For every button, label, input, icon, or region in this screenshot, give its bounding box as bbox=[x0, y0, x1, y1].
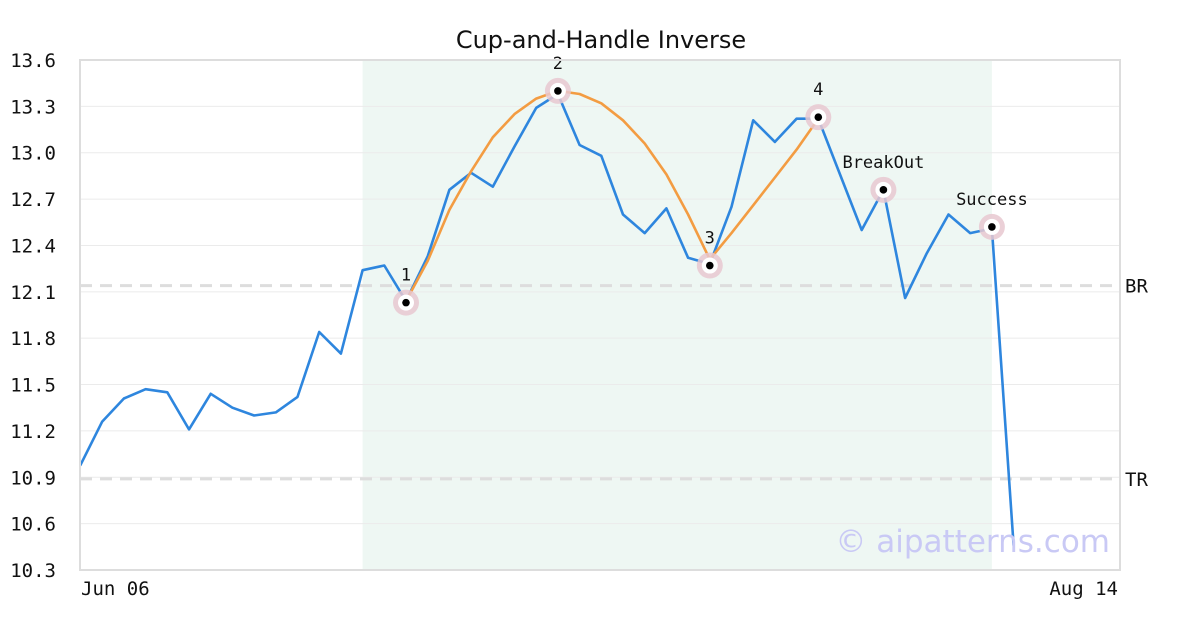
pattern-region bbox=[362, 60, 992, 570]
y-tick-label: 13.0 bbox=[10, 143, 56, 165]
point-marker-dot bbox=[706, 261, 714, 270]
y-tick-label: 11.5 bbox=[10, 375, 56, 397]
point-marker-dot bbox=[402, 298, 410, 307]
series-layer bbox=[79, 89, 1015, 547]
x-tick-label: Aug 14 bbox=[1049, 578, 1118, 600]
point-label: 2 bbox=[553, 54, 563, 74]
x-tick-label: Jun 06 bbox=[81, 578, 150, 600]
y-tick-label: 13.6 bbox=[10, 50, 56, 72]
axes-layer: 13.6 13.3 13.0 12.7 12.4 12.1 11.8 11.5 11.2 10.9… bbox=[10, 50, 1121, 600]
y-tick-label: 11.8 bbox=[10, 328, 56, 350]
y-tick-label: 11.2 bbox=[10, 421, 56, 443]
point-label: 4 bbox=[813, 80, 823, 100]
point-label: 3 bbox=[705, 229, 715, 249]
reference-line-label: BR bbox=[1125, 276, 1148, 298]
point-label: BreakOut bbox=[842, 153, 924, 173]
pattern-region-layer bbox=[362, 60, 992, 570]
reference-line-label: TR bbox=[1125, 469, 1148, 491]
chart-title: Cup-and-Handle Inverse bbox=[456, 26, 746, 54]
reference-line-layer: BR TR bbox=[80, 276, 1148, 491]
y-tick-label: 12.4 bbox=[10, 235, 56, 257]
point-marker-dot bbox=[988, 223, 996, 231]
y-tick-label: 10.3 bbox=[10, 560, 56, 582]
point-label: Success bbox=[956, 190, 1028, 210]
price-line bbox=[79, 92, 1015, 547]
y-tick-label: 10.6 bbox=[10, 514, 56, 536]
y-tick-label: 10.9 bbox=[10, 467, 56, 489]
y-tick-label: 12.7 bbox=[10, 189, 56, 211]
plot-frame bbox=[79, 59, 1121, 571]
watermark: © aipatterns.com bbox=[835, 524, 1110, 560]
y-tick-label: 12.1 bbox=[10, 282, 56, 304]
pattern-point-layer: 1 2 3 4 BreakOut Success bbox=[393, 54, 1028, 316]
y-tick-label: 13.3 bbox=[10, 96, 56, 118]
point-label: 1 bbox=[401, 266, 411, 286]
point-marker-dot bbox=[814, 113, 823, 121]
pattern-line bbox=[404, 89, 820, 303]
point-marker-dot bbox=[879, 186, 888, 194]
point-marker-dot bbox=[554, 87, 562, 95]
